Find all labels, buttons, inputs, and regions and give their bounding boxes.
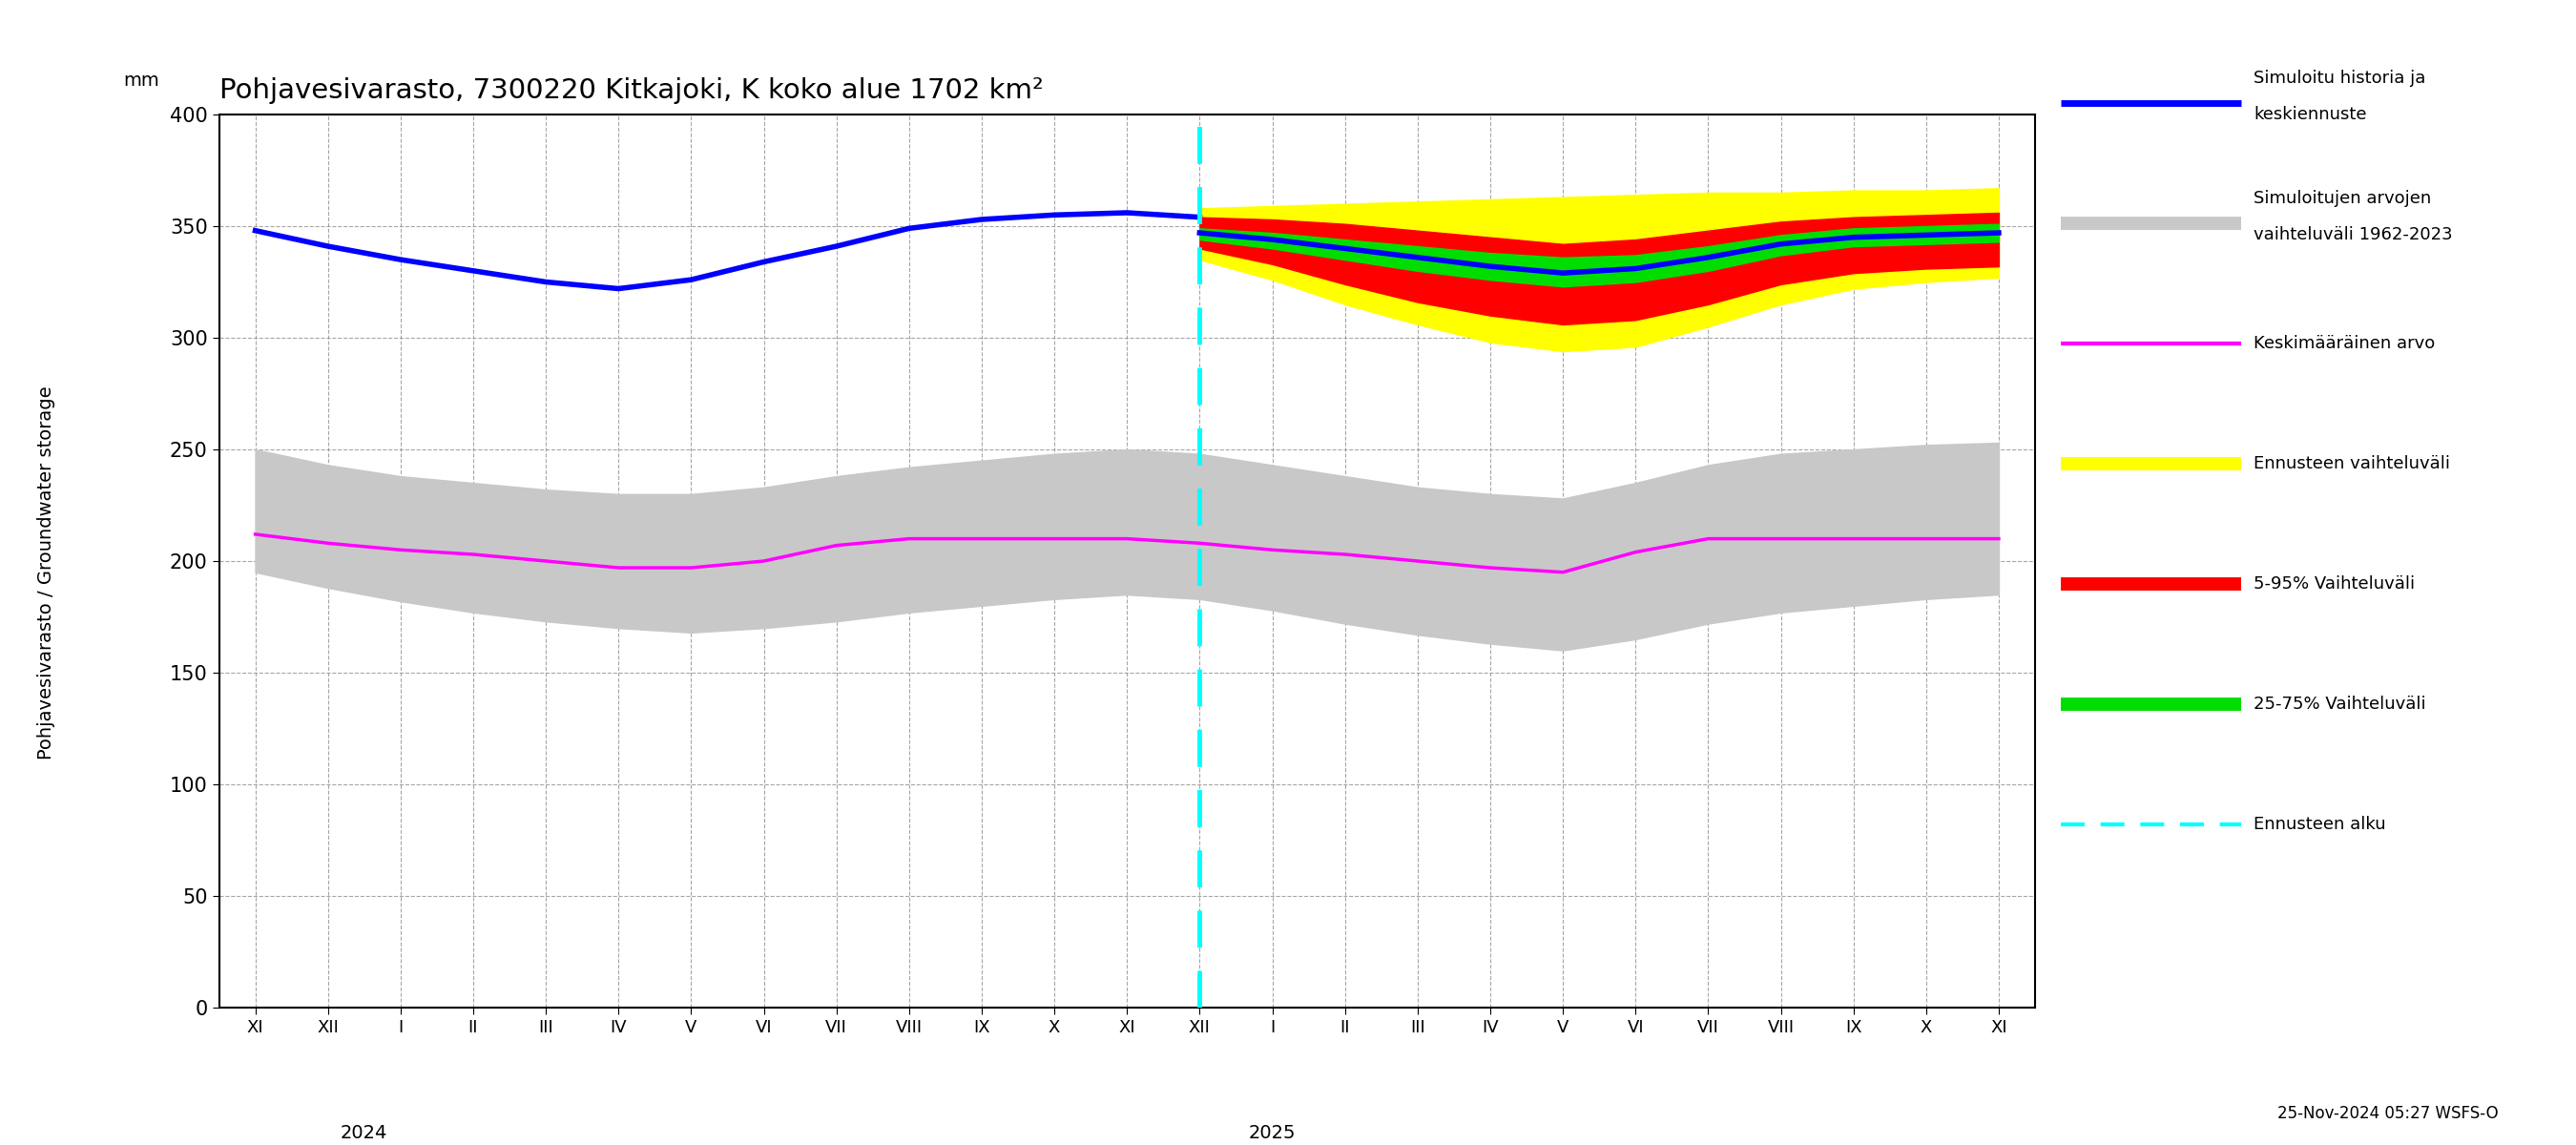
Text: 5-95% Vaihteluväli: 5-95% Vaihteluväli bbox=[2254, 575, 2416, 593]
Text: Ennusteen vaihteluväli: Ennusteen vaihteluväli bbox=[2254, 455, 2450, 472]
Text: 2024: 2024 bbox=[340, 1123, 389, 1142]
Text: Simuloitu historia ja: Simuloitu historia ja bbox=[2254, 69, 2427, 86]
Text: Keskimääräinen arvo: Keskimääräinen arvo bbox=[2254, 334, 2434, 352]
Text: vaihteluväli 1962-2023: vaihteluväli 1962-2023 bbox=[2254, 226, 2452, 243]
Text: keskiennuste: keskiennuste bbox=[2254, 105, 2367, 123]
Text: Simuloitujen arvojen: Simuloitujen arvojen bbox=[2254, 189, 2432, 206]
Text: 25-75% Vaihteluväli: 25-75% Vaihteluväli bbox=[2254, 695, 2427, 712]
Text: Pohjavesivarasto / Groundwater storage: Pohjavesivarasto / Groundwater storage bbox=[36, 386, 57, 759]
Text: 25-Nov-2024 05:27 WSFS-O: 25-Nov-2024 05:27 WSFS-O bbox=[2277, 1105, 2499, 1122]
Text: Pohjavesivarasto, 7300220 Kitkajoki, K koko alue 1702 km²: Pohjavesivarasto, 7300220 Kitkajoki, K k… bbox=[219, 78, 1043, 104]
Text: 2025: 2025 bbox=[1249, 1123, 1296, 1142]
Text: Ennusteen alku: Ennusteen alku bbox=[2254, 815, 2385, 832]
Text: mm: mm bbox=[124, 71, 160, 89]
